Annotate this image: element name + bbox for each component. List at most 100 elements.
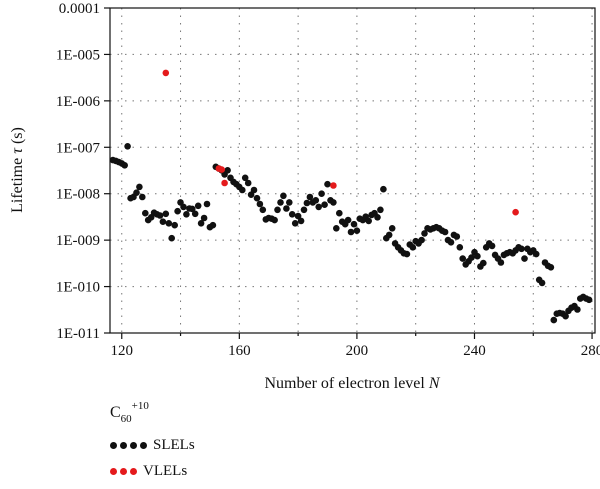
sleel-point xyxy=(283,205,290,212)
vlel-point xyxy=(330,182,337,189)
sleel-point xyxy=(259,206,267,214)
legend-label-vlels: VLELs xyxy=(143,462,188,479)
sleel-point xyxy=(585,296,593,304)
sleel-point xyxy=(480,259,487,267)
data-points xyxy=(109,69,593,324)
x-axis-title: Number of electron level N xyxy=(264,375,440,392)
sleel-point xyxy=(547,264,555,271)
sleel-point xyxy=(124,143,131,150)
plot-frame xyxy=(109,7,596,334)
sleel-point xyxy=(297,217,305,225)
y-tick-label: 1E-006 xyxy=(56,94,101,110)
sleel-point xyxy=(189,205,196,213)
sleel-point xyxy=(209,221,217,229)
sleel-point xyxy=(294,212,302,220)
sleel-point xyxy=(136,183,143,191)
y-tick-label: 1E-011 xyxy=(56,326,100,342)
sleel-point xyxy=(388,225,396,232)
sleel-point xyxy=(306,193,314,201)
sleel-point xyxy=(224,167,231,174)
sleel-point xyxy=(518,245,525,253)
sleel-point xyxy=(403,250,411,258)
sleel-point xyxy=(550,316,558,324)
sleel-point xyxy=(474,252,481,260)
sleel-point xyxy=(159,218,167,225)
sleel-point xyxy=(441,228,449,236)
sleel-point xyxy=(191,210,199,218)
sleel-point xyxy=(194,202,202,210)
sleel-point xyxy=(183,211,190,218)
legend-item-sleels: SLELs xyxy=(110,436,195,454)
y-tick-label: 1E-005 xyxy=(56,47,100,63)
legend-label-sleels: SLELs xyxy=(153,436,195,453)
legend-swatch-sleels xyxy=(110,441,147,449)
sleel-point xyxy=(521,255,528,262)
sleel-point xyxy=(488,242,496,250)
sleel-point xyxy=(165,220,173,227)
grid xyxy=(110,8,595,333)
sleel-point xyxy=(291,220,299,227)
sleel-point xyxy=(418,236,425,244)
sleel-point xyxy=(347,228,355,236)
sleel-point xyxy=(286,199,293,206)
sleel-point xyxy=(274,206,281,214)
sleel-point xyxy=(385,231,393,239)
sleel-point xyxy=(288,211,296,218)
sleel-point xyxy=(453,233,461,240)
sleel-point xyxy=(139,193,146,201)
legend-title: C60+10 xyxy=(110,400,149,425)
sleel-point xyxy=(574,306,581,313)
sleel-point xyxy=(538,279,546,287)
sleel-point xyxy=(336,209,343,217)
sleel-point xyxy=(200,214,208,222)
sleel-point xyxy=(374,214,381,221)
sleel-point xyxy=(421,230,428,237)
vlel-point xyxy=(162,69,170,77)
sleel-point xyxy=(253,194,261,202)
sleel-point xyxy=(156,212,164,219)
sleel-point xyxy=(365,217,373,225)
sleel-point xyxy=(241,174,249,182)
sleel-point xyxy=(277,199,284,206)
y-tick-label: 0.0001 xyxy=(59,1,100,17)
sleel-point xyxy=(447,239,455,246)
sleel-point xyxy=(250,186,258,194)
sleel-point xyxy=(303,199,311,207)
y-tick-label: 1E-007 xyxy=(56,140,101,156)
sleel-point xyxy=(271,216,278,224)
axis-ticks: 120 160 200 240 280 1E-011 1E-010 1E-009 1E-008 1… xyxy=(56,1,600,359)
sleel-point xyxy=(256,200,264,208)
x-tick-label: 280 xyxy=(581,343,600,359)
sleel-point xyxy=(321,201,328,208)
sleel-point xyxy=(171,221,178,229)
x-tick-label: 160 xyxy=(228,343,251,359)
sleel-point xyxy=(244,179,252,187)
sleel-point xyxy=(532,250,540,258)
sleel-point xyxy=(318,190,325,197)
vlel-point xyxy=(221,179,228,187)
legend-item-vlels: VLELs xyxy=(110,462,187,480)
y-tick-label: 1E-009 xyxy=(56,233,100,249)
y-tick-label: 1E-008 xyxy=(56,187,100,203)
vlel-point xyxy=(512,208,519,216)
sleel-point xyxy=(333,225,340,232)
sleel-point xyxy=(168,234,175,242)
sleel-point xyxy=(459,255,467,262)
vlel-point xyxy=(218,166,225,173)
legend-swatch-vlels xyxy=(110,467,137,475)
sleel-point xyxy=(121,162,128,169)
sleel-point xyxy=(353,227,361,234)
sleel-point xyxy=(142,209,149,217)
x-tick-label: 120 xyxy=(111,343,134,359)
x-tick-label: 200 xyxy=(346,343,369,359)
sleel-point xyxy=(468,254,475,261)
sleel-point xyxy=(562,312,569,320)
legend: C60+10 SLELs VLELs xyxy=(110,400,310,485)
y-axis-title: Lifetime τ (s) xyxy=(9,127,26,213)
sleel-point xyxy=(133,189,140,196)
sleel-point xyxy=(312,197,320,204)
sleel-point xyxy=(162,210,170,218)
sleel-point xyxy=(497,259,505,266)
y-tick-label: 1E-010 xyxy=(56,280,100,296)
sleel-point xyxy=(197,220,205,227)
